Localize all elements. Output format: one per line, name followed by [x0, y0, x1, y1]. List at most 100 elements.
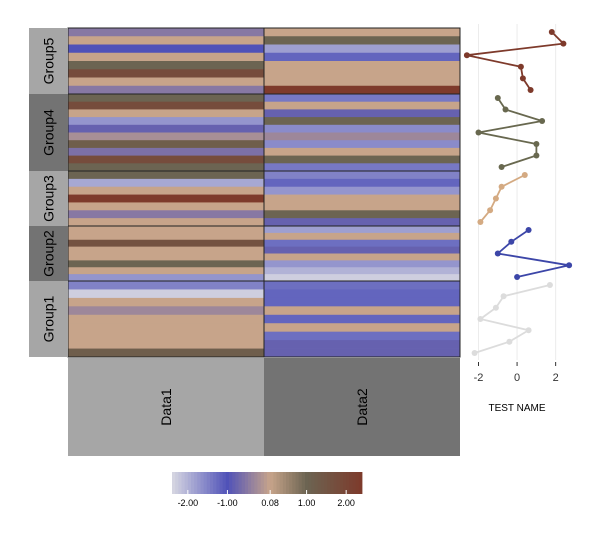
heatmap-cell [68, 77, 264, 87]
legend-swatch [216, 472, 220, 494]
heatmap-cell [68, 147, 264, 156]
heatmap-cell [68, 186, 264, 195]
heatmap-cell [264, 314, 460, 324]
heatmap-cell [68, 140, 264, 149]
heatmap-cell [264, 94, 460, 103]
heatmap-cell [264, 155, 460, 164]
series-point [475, 129, 482, 136]
line-plot: -2 0 2 [463, 24, 573, 384]
heatmap-cell [264, 210, 460, 219]
legend-swatch [210, 472, 214, 494]
legend-swatch [305, 472, 309, 494]
heatmap-cell [264, 253, 460, 261]
column-strip [68, 358, 264, 456]
heatmap-cell [264, 163, 460, 172]
heatmap-cell [68, 232, 264, 241]
series-point [500, 293, 507, 300]
heatmap-cell [68, 117, 264, 126]
heatmap-cell [68, 171, 264, 180]
legend-swatch [232, 472, 236, 494]
heatmap-cell [68, 267, 264, 275]
legend-swatch [206, 472, 211, 494]
heatmap-cell [264, 140, 460, 149]
heatmap-cell [264, 109, 460, 118]
legend-tick-label: -1.00 [217, 498, 238, 508]
legend-swatch [289, 472, 293, 494]
heatmap-cell [68, 94, 264, 103]
column-strip [264, 358, 460, 456]
heatmap-cell [264, 297, 460, 307]
heatmap-cell [264, 77, 460, 87]
series-point [494, 95, 501, 101]
series-point [514, 274, 521, 280]
row-labels: Group5 Group4 Group3 Group2 Group1 [29, 28, 68, 357]
legend-swatch [197, 472, 201, 494]
legend-swatch [282, 472, 287, 494]
heatmap-cell [264, 340, 460, 349]
series-point [471, 350, 478, 356]
legend-swatch [327, 472, 331, 494]
legend-swatch [235, 472, 239, 494]
heatmap-cell [68, 85, 264, 95]
legend-swatch [317, 472, 322, 494]
heatmap-cell [264, 186, 460, 195]
group-strip [29, 281, 68, 357]
legend-swatch [222, 472, 227, 494]
legend-swatch [298, 472, 303, 494]
heatmap-cell [68, 155, 264, 164]
heatmap-cell [68, 260, 264, 268]
legend-swatch [286, 472, 290, 494]
heatmap-cell [264, 260, 460, 268]
series-point [492, 195, 499, 202]
heatmap-cell [68, 226, 264, 234]
legend-swatch [301, 472, 306, 494]
series-point [492, 304, 499, 311]
legend-swatch [260, 472, 265, 494]
series-point [508, 238, 515, 245]
group-strip [29, 94, 68, 171]
legend-swatch [244, 472, 249, 494]
heatmap-cell [68, 314, 264, 324]
heatmap-cell [264, 331, 460, 341]
heatmap-cell [68, 323, 264, 333]
group-label: Group4 [41, 109, 57, 156]
legend-swatch [203, 472, 208, 494]
heatmap-cell [264, 117, 460, 126]
group-label: Group3 [41, 175, 57, 222]
heatmap-cell [264, 274, 460, 282]
legend-swatch [320, 472, 325, 494]
line-plot-xlabel: TEST NAME [488, 403, 545, 414]
legend-tick-label: 2.00 [337, 498, 355, 508]
legend-swatch [181, 472, 186, 494]
legend-swatch [184, 472, 189, 494]
legend-swatch [349, 472, 353, 494]
legend-swatch [314, 472, 319, 494]
legend-swatch [355, 472, 360, 494]
series-point [506, 338, 513, 345]
series-point [533, 141, 540, 147]
heatmap-cell [68, 163, 264, 172]
group-strip [29, 171, 68, 226]
heatmap-cell [264, 323, 460, 333]
heatmap-cell [264, 132, 460, 141]
legend-swatch [238, 472, 243, 494]
x-tick-label: -2 [474, 372, 484, 384]
legend-swatch [339, 472, 344, 494]
series-point [487, 207, 494, 214]
series-point [560, 40, 567, 47]
legend-swatch [254, 472, 258, 494]
heatmap-cell [68, 28, 264, 37]
legend-swatch [352, 472, 357, 494]
heatmap-cell [68, 44, 264, 54]
group-strip [29, 226, 68, 281]
legend-tick-label: 0.08 [261, 498, 279, 508]
heatmap-cell [68, 132, 264, 141]
legend-swatch [241, 472, 246, 494]
heatmap-cell [68, 289, 264, 299]
legend-swatch [175, 472, 179, 494]
heatmap-cell [68, 194, 264, 203]
heatmap-cell [68, 109, 264, 118]
color-legend: -2.00 -1.00 0.08 1.00 2.00 [172, 472, 363, 508]
heatmap-cell [264, 44, 460, 54]
